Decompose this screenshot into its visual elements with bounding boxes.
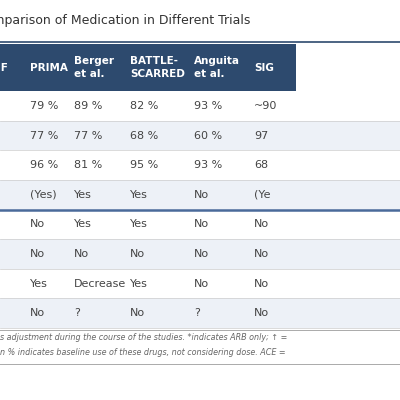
Text: 68: 68 [254,160,268,170]
FancyBboxPatch shape [0,298,400,328]
Text: No: No [194,190,209,200]
Text: No: No [254,278,269,288]
Text: No: No [254,219,269,229]
Text: No: No [194,219,209,229]
Text: No: No [254,308,269,318]
Text: (Ye: (Ye [254,190,270,200]
Text: n % indicates baseline use of these drugs, not considering dose. ACE =: n % indicates baseline use of these drug… [0,348,286,358]
Text: (Yes): (Yes) [30,190,57,200]
Text: HF: HF [0,63,8,73]
Text: 96 %: 96 % [30,160,58,170]
Text: Yes: Yes [30,278,48,288]
FancyBboxPatch shape [0,150,400,180]
Text: 82 %: 82 % [130,101,158,111]
Text: Yes: Yes [130,219,148,229]
FancyBboxPatch shape [0,269,400,298]
Text: 60 %: 60 % [194,130,222,140]
Text: No: No [30,219,45,229]
Text: ?: ? [194,308,200,318]
FancyBboxPatch shape [0,239,400,269]
Text: No: No [194,278,209,288]
Text: 77 %: 77 % [30,130,58,140]
Text: No: No [74,249,89,259]
Text: 93 %: 93 % [194,101,222,111]
Text: ?: ? [74,308,80,318]
FancyBboxPatch shape [0,210,400,239]
Text: s adjustment during the course of the studies. *indicates ARB only; ↑ =: s adjustment during the course of the st… [0,333,287,342]
Text: ~90: ~90 [254,101,277,111]
Text: Yes: Yes [130,278,148,288]
Text: No: No [30,249,45,259]
Text: No: No [194,249,209,259]
Text: Yes: Yes [74,219,92,229]
Text: 89 %: 89 % [74,101,102,111]
Text: Decrease: Decrease [74,278,126,288]
Text: BATTLE-
SCARRED: BATTLE- SCARRED [130,56,185,79]
Text: 81 %: 81 % [74,160,102,170]
Text: 95 %: 95 % [130,160,158,170]
Text: No: No [254,249,269,259]
Text: No: No [30,308,45,318]
Text: Yes: Yes [130,190,148,200]
Text: No: No [130,249,145,259]
Text: Berger
et al.: Berger et al. [74,56,114,79]
Text: 77 %: 77 % [74,130,102,140]
Text: 93 %: 93 % [194,160,222,170]
FancyBboxPatch shape [0,121,400,150]
Text: No: No [130,308,145,318]
Text: Comparison of Medication in Different Trials: Comparison of Medication in Different Tr… [0,14,250,27]
FancyBboxPatch shape [0,44,296,91]
Text: 68 %: 68 % [130,130,158,140]
FancyBboxPatch shape [0,91,400,121]
FancyBboxPatch shape [0,180,400,210]
Text: PRIMA: PRIMA [30,63,68,73]
Text: Yes: Yes [74,190,92,200]
Text: Anguita
et al.: Anguita et al. [194,56,240,79]
Text: 97: 97 [254,130,268,140]
Text: SIG: SIG [254,63,274,73]
Text: 79 %: 79 % [30,101,58,111]
